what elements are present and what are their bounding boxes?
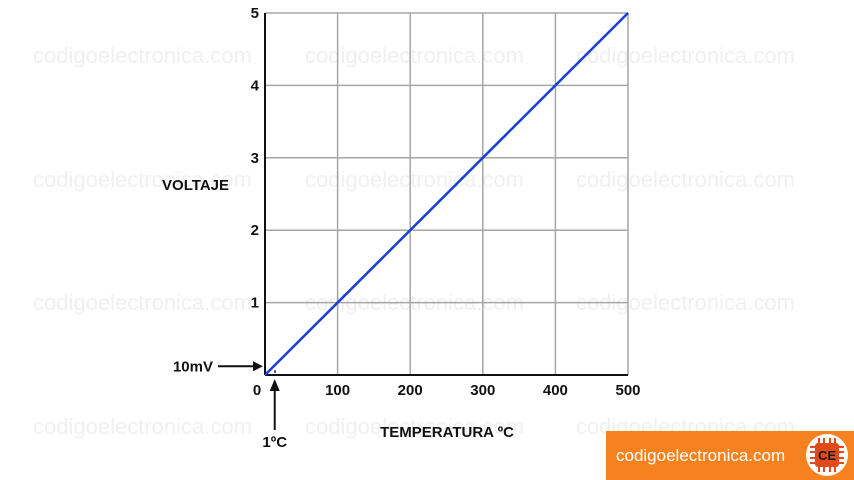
annotation-10mv-label: 10mV — [173, 358, 213, 375]
x-tick-label: 300 — [470, 382, 495, 399]
annotation-1c-label: 1ºC — [262, 434, 287, 451]
watermark-text: codigoelectronica.com — [305, 167, 524, 192]
annotations: 10mV 1ºC — [173, 358, 287, 451]
watermark-text: codigoelectronica.com — [33, 414, 252, 439]
series-line — [264, 12, 629, 376]
annotation-1c-arrow-head — [269, 379, 280, 391]
logo-text: CE — [818, 448, 836, 463]
y-axis-label: VOLTAJE — [162, 177, 229, 194]
y-tick-label: 5 — [251, 5, 259, 22]
watermark-text: codigoelectronica.com — [305, 43, 524, 68]
series-layer — [264, 12, 629, 376]
y-tick-label: 3 — [251, 150, 259, 167]
y-tick-label: 4 — [251, 77, 260, 94]
x-tick-label: 0 — [253, 382, 261, 399]
watermark-text: codigoelectronica.com — [33, 290, 252, 315]
axes — [264, 13, 628, 376]
watermark-text: codigoelectronica.com — [33, 43, 252, 68]
x-tick-label: 400 — [543, 382, 568, 399]
chip-icon: CE — [806, 434, 848, 476]
y-tick-label: 2 — [251, 222, 259, 239]
x-tick-label: 100 — [325, 382, 350, 399]
x-tick-label: 500 — [615, 382, 640, 399]
tick-labels: 0 100 200 300 400 500 1 2 3 4 5 — [251, 5, 641, 399]
brand-banner[interactable]: codigoelectronica.com CE — [606, 431, 854, 480]
x-axis-label: TEMPERATURA ºC — [380, 424, 514, 441]
annotation-10mv-arrow-head — [253, 361, 263, 372]
watermark-text: codigoelectronica.com — [305, 414, 524, 439]
watermark-text: codigoelectronica.com — [576, 43, 795, 68]
brand-text: codigoelectronica.com — [616, 445, 786, 465]
y-tick-label: 1 — [251, 295, 259, 312]
x-tick-label: 200 — [398, 382, 423, 399]
watermark-text: codigoelectronica.com — [33, 167, 252, 192]
grid-lines — [265, 12, 629, 375]
watermark-text: codigoelectronica.com — [576, 167, 795, 192]
